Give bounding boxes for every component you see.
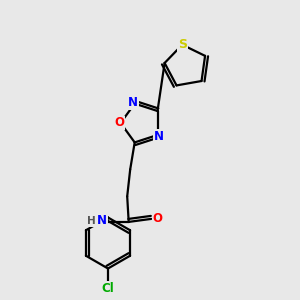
Text: S: S <box>178 38 187 51</box>
Text: N: N <box>97 214 107 227</box>
Text: O: O <box>114 116 124 130</box>
Text: O: O <box>153 212 163 225</box>
Text: N: N <box>154 130 164 143</box>
Text: N: N <box>128 96 138 109</box>
Text: Cl: Cl <box>102 282 114 295</box>
Text: H: H <box>87 216 96 226</box>
